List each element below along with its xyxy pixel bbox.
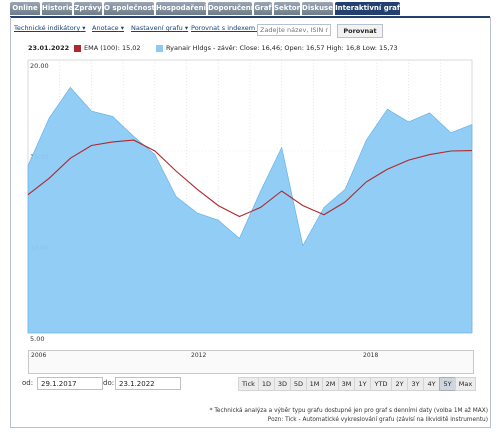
period-3y-button[interactable]: 3Y: [407, 377, 424, 391]
chart-panel: [10, 17, 491, 428]
ema-line-series: [27, 139, 473, 218]
y-tick-label: 20.00: [30, 62, 49, 70]
tab-zpravy[interactable]: Zprávy: [74, 2, 102, 15]
footnote-tick: Pozn: Tick - Automatické vykreslování gr…: [267, 417, 488, 423]
period-ytd-button[interactable]: YTD: [370, 377, 392, 391]
tab-bar: Online Historie Zprávy O společnosti Hos…: [10, 2, 490, 18]
compare-button[interactable]: Porovnat: [337, 24, 383, 38]
navigator-label-2018: 2018: [363, 352, 379, 359]
navigator-label-2006: 2006: [31, 352, 47, 359]
tab-graf[interactable]: Graf: [254, 2, 272, 15]
period-4y-button[interactable]: 4Y: [423, 377, 440, 391]
from-date-input[interactable]: [37, 377, 103, 390]
footnote-technical: * Technická analýza a výběr typu grafu d…: [209, 408, 488, 414]
period-max-button[interactable]: Max: [455, 377, 476, 391]
to-label: do:: [103, 379, 115, 387]
navigator[interactable]: 2006 2012 2018: [28, 350, 474, 374]
period-1m-button[interactable]: 1M: [306, 377, 323, 391]
period-tick-button[interactable]: Tick: [238, 377, 259, 391]
ema-swatch: [74, 45, 81, 52]
tab-interaktivni-graf[interactable]: Interaktivní graf: [335, 2, 400, 15]
compare-index-menu[interactable]: Porovnat s indexem: [191, 24, 260, 32]
tab-doporuceni[interactable]: Doporučení: [208, 2, 253, 15]
tab-sektor[interactable]: Sektor: [274, 2, 300, 15]
period-5y-button[interactable]: 5Y: [439, 377, 456, 391]
period-3d-button[interactable]: 3D: [274, 377, 291, 391]
stock-legend-label: Ryanair Hldgs - závěr: Close: 16,46; Ope…: [166, 44, 398, 52]
period-2y-button[interactable]: 2Y: [391, 377, 408, 391]
tab-online[interactable]: Online: [10, 2, 40, 15]
stock-swatch: [156, 45, 163, 52]
period-2m-button[interactable]: 2M: [322, 377, 339, 391]
y-tick-label: 5.00: [30, 335, 44, 343]
tab-historie[interactable]: Historie: [42, 2, 73, 15]
navigator-label-2012: 2012: [191, 352, 207, 359]
from-label: od:: [22, 379, 34, 387]
compare-search-input[interactable]: [257, 24, 331, 36]
to-date-input[interactable]: [115, 377, 181, 390]
tab-hospodareni[interactable]: Hospodaření: [156, 2, 206, 15]
chart-settings-menu[interactable]: Nastavení grafu: [131, 24, 188, 32]
legend-date: 23.01.2022: [28, 44, 70, 52]
period-1d-button[interactable]: 1D: [258, 377, 275, 391]
period-5d-button[interactable]: 5D: [290, 377, 307, 391]
indicators-menu[interactable]: Technické indikátory: [14, 24, 86, 32]
period-3m-button[interactable]: 3M: [338, 377, 355, 391]
annotations-menu[interactable]: Anotace: [92, 24, 124, 32]
tab-diskuse[interactable]: Diskuse: [302, 2, 333, 15]
tab-o-spolecnosti[interactable]: O společnosti: [104, 2, 157, 15]
period-1y-button[interactable]: 1Y: [354, 377, 371, 391]
ema-legend-label: EMA (100): 15,02: [84, 44, 141, 52]
stock-area-series: [27, 86, 473, 334]
